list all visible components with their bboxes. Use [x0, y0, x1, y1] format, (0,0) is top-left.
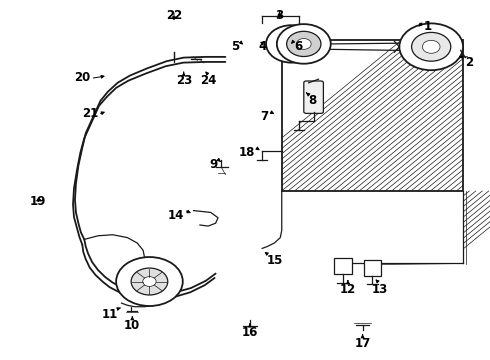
- Text: 2: 2: [466, 56, 474, 69]
- Circle shape: [296, 39, 311, 49]
- Bar: [282, 40, 463, 191]
- Text: 23: 23: [175, 74, 192, 87]
- Text: 18: 18: [239, 146, 255, 159]
- Text: 16: 16: [242, 326, 258, 339]
- Circle shape: [412, 32, 451, 61]
- Text: 15: 15: [267, 254, 283, 267]
- Circle shape: [116, 257, 183, 306]
- Text: 17: 17: [354, 337, 371, 350]
- Text: 3: 3: [275, 9, 283, 22]
- Circle shape: [277, 24, 331, 64]
- Text: 24: 24: [200, 74, 217, 87]
- Text: 7: 7: [260, 110, 269, 123]
- Text: 5: 5: [231, 40, 239, 53]
- Circle shape: [277, 33, 306, 55]
- Circle shape: [266, 25, 317, 63]
- Circle shape: [422, 40, 440, 53]
- Text: 6: 6: [294, 40, 302, 53]
- Circle shape: [399, 23, 463, 70]
- Text: 12: 12: [340, 283, 356, 296]
- Text: 19: 19: [29, 195, 46, 208]
- Text: 8: 8: [309, 94, 317, 107]
- Text: 20: 20: [74, 71, 91, 84]
- Circle shape: [287, 31, 321, 57]
- Text: 11: 11: [101, 308, 118, 321]
- Text: 4: 4: [258, 40, 266, 53]
- Text: 13: 13: [371, 283, 388, 296]
- Text: 14: 14: [168, 209, 184, 222]
- Text: 21: 21: [82, 107, 98, 120]
- Text: 1: 1: [424, 20, 432, 33]
- Circle shape: [143, 276, 156, 287]
- Bar: [364, 260, 381, 276]
- Text: 22: 22: [166, 9, 182, 22]
- Circle shape: [131, 268, 168, 295]
- Text: 10: 10: [124, 319, 141, 332]
- Bar: [334, 258, 352, 274]
- Text: 9: 9: [210, 158, 218, 171]
- FancyBboxPatch shape: [304, 81, 323, 113]
